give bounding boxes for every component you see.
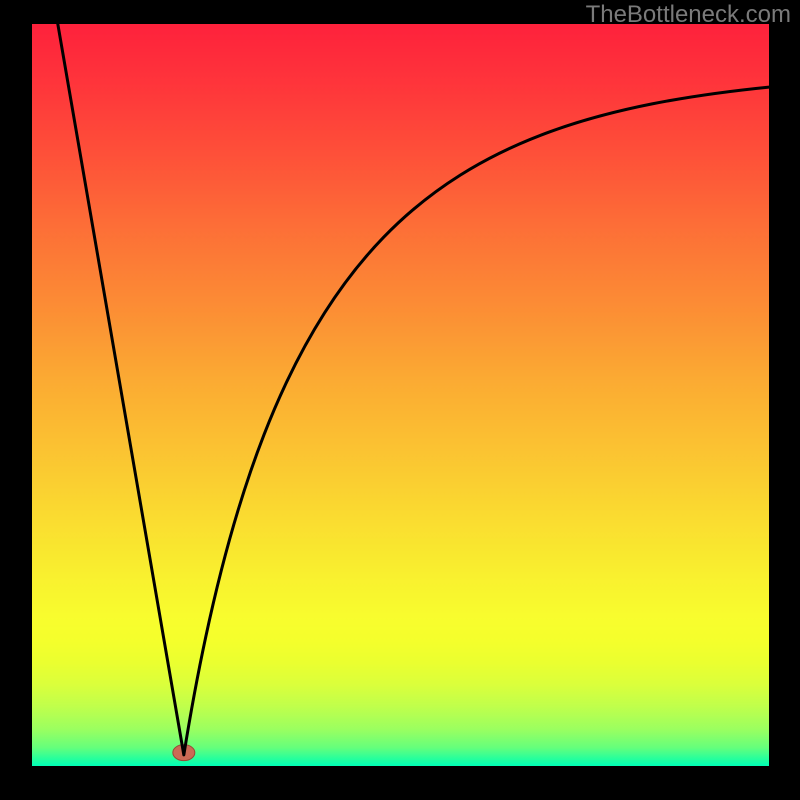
chart-container bbox=[32, 24, 769, 766]
bottleneck-curve bbox=[58, 24, 769, 755]
curve-overlay bbox=[32, 24, 769, 766]
watermark-text: TheBottleneck.com bbox=[586, 1, 791, 29]
